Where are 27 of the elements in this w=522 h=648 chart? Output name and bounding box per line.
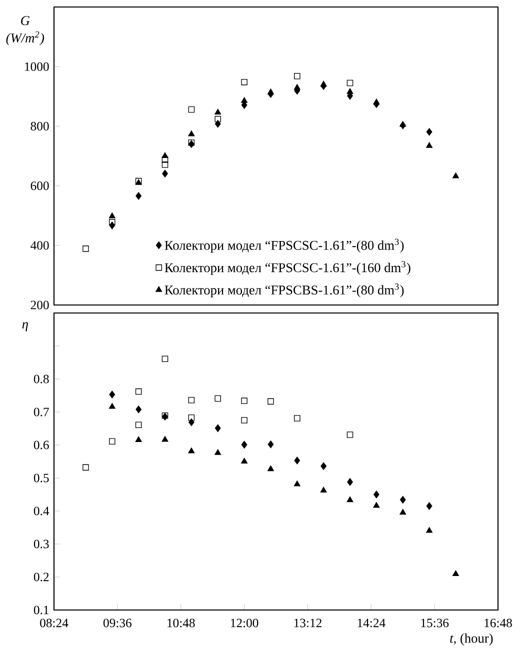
x-axis-title: t, (hour) xyxy=(450,633,493,646)
y-tick-label: 0.3 xyxy=(34,540,49,548)
x-tick-label: 12:00 xyxy=(230,618,258,628)
y-tick-label: 0.2 xyxy=(34,572,49,582)
y-axis-title: η xyxy=(22,322,28,332)
y-tick-label: 0.4 xyxy=(34,506,50,516)
legend-label: Колектори модел “FPSCSC-1.61”-(80 dm$^{3}$) xyxy=(164,238,404,253)
y-tick-label: 0.6 xyxy=(34,440,49,450)
y-tick-label: 0.1 xyxy=(34,606,49,614)
legend-label: Колектори модел “FPSCSC-1.61”-(160 dm$^{3}$) xyxy=(164,261,410,275)
y-tick-label: 400 xyxy=(30,241,49,250)
x-tick-label: 13:12 xyxy=(294,618,322,628)
y-tick-label: 0.7 xyxy=(34,408,49,416)
y-tick-label: 600 xyxy=(30,182,49,190)
x-tick-label: 15:36 xyxy=(421,618,449,628)
x-tick-label: 16:48 xyxy=(484,618,512,628)
y-tick-label: 800 xyxy=(30,122,49,130)
y-tick-label: 0.5 xyxy=(34,474,49,482)
x-tick-label: 09:36 xyxy=(103,618,132,628)
y-tick-label: 200 xyxy=(30,300,49,310)
legend-label: Колектори модел “FPSCBS-1.61”-(80 dm$^{3}$) xyxy=(164,283,404,298)
x-tick-label: 08:24 xyxy=(40,618,68,628)
x-tick-label: 14:24 xyxy=(358,618,386,628)
x-tick-label: 10:48 xyxy=(168,618,195,628)
y-tick-label: 1000 xyxy=(25,62,49,71)
y-tick-label: 0.8 xyxy=(34,374,49,384)
y-axis-title: G (W/m$^{2}$) xyxy=(6,16,44,46)
